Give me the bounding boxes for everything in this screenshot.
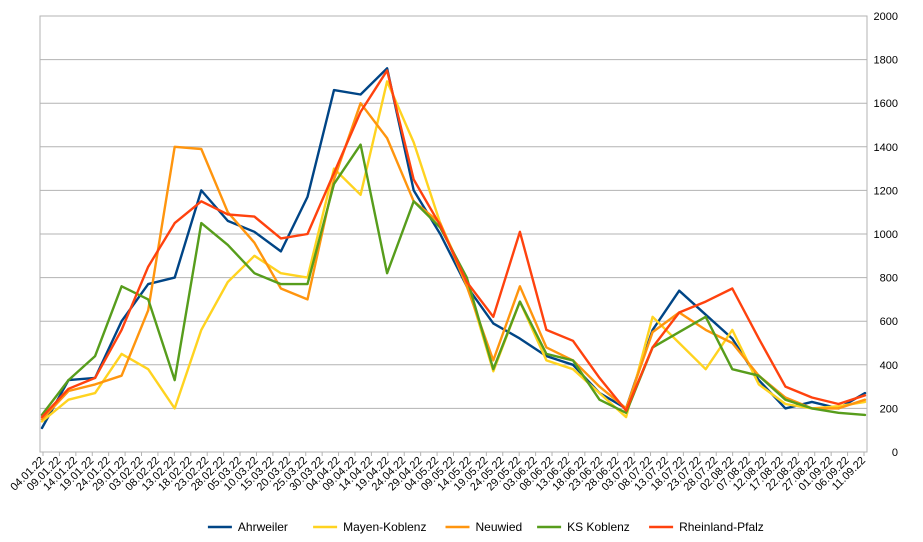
y-tick-label: 0	[892, 447, 898, 459]
grid-lines	[40, 15, 867, 453]
y-tick-label: 1400	[874, 142, 898, 154]
y-tick-label: 2000	[874, 11, 898, 23]
series-lines	[40, 67, 867, 430]
y-tick-label: 400	[880, 360, 898, 372]
legend-label: KS Koblenz	[567, 520, 630, 534]
legend-label: Neuwied	[476, 520, 523, 534]
y-tick-label: 1200	[874, 185, 898, 197]
legend-label: Rheinland-Pfalz	[679, 520, 764, 534]
series-line-rheinland-pfalz	[40, 69, 867, 419]
y-tick-label: 1800	[874, 55, 898, 67]
legend-label: Mayen-Koblenz	[343, 520, 426, 534]
y-tick-label: 600	[880, 316, 898, 328]
y-axis-tick-labels: 0 200 400 600 800 1000 1200 1400 1600 1800 2000	[874, 11, 898, 459]
y-tick-label: 1600	[874, 98, 898, 110]
y-tick-label: 800	[880, 273, 898, 285]
legend: Ahrweiler Mayen-Koblenz Neuwied KS Koblenz R…	[207, 520, 764, 534]
x-axis-tick-labels: 04.01.2209.01.2214.01.2219.01.2224.01.22…	[8, 452, 868, 493]
y-tick-label: 200	[880, 403, 898, 415]
legend-label: Ahrweiler	[238, 520, 288, 534]
y-tick-label: 1000	[874, 229, 898, 241]
